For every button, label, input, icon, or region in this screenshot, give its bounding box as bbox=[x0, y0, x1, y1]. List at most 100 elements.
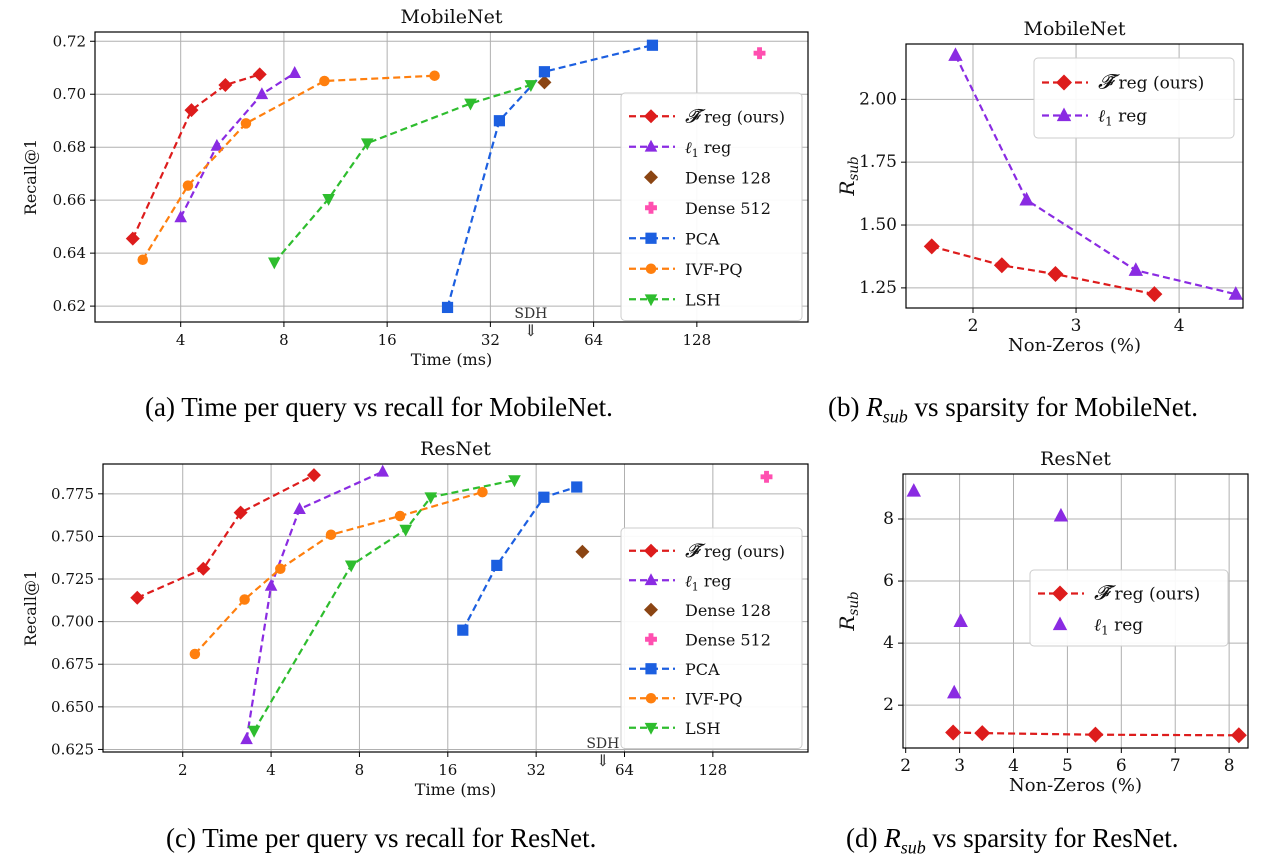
y-tick-label: 0.750 bbox=[51, 527, 94, 545]
chart-a-ticks: 4 8 16 32 64 128 0.62 0.64 0.66 0.68 0.70 0.72 bbox=[53, 32, 712, 349]
data-point-ivf-pq bbox=[394, 510, 406, 522]
legend-label: IVF-PQ bbox=[685, 689, 743, 708]
y-tick-label: 0.64 bbox=[53, 244, 86, 262]
chart-c-legend: 𝓕̃ reg (ours) ℓ1 reg Dense 128 Dense 512 PCA… bbox=[620, 527, 803, 749]
legend-box bbox=[620, 92, 803, 321]
y-tick-label: 0.68 bbox=[53, 138, 86, 156]
data-point-lsh bbox=[524, 80, 538, 92]
chart-c-ylabel: Recall@1 bbox=[21, 570, 40, 646]
y-tick-label: 6 bbox=[883, 571, 894, 591]
data-point-1-reg bbox=[1019, 191, 1034, 206]
chart-b-series-1-reg bbox=[948, 47, 1243, 300]
x-tick-label: 32 bbox=[527, 761, 546, 779]
data-point-dense-512 bbox=[760, 470, 773, 483]
chart-d-axes-frame bbox=[902, 473, 1249, 749]
legend-marker bbox=[644, 294, 658, 307]
legend-label: Dense 128 bbox=[685, 601, 771, 620]
y-tick-label: 1.50 bbox=[859, 215, 897, 235]
chart-a-svg: MobileNet 4 8 16 32 64 128 0.62 0.64 0.66 0.68 0.70… bbox=[21, 6, 809, 369]
data-point-1-reg bbox=[210, 138, 224, 151]
data-point-1-reg bbox=[1128, 262, 1144, 276]
data-point-reg-ours bbox=[1146, 286, 1163, 303]
y-tick-label: 0.650 bbox=[51, 698, 94, 716]
chart-d-panel: ResNet 2 3 4 5 6 7 8 2 4 6 8 Non-Zeros (%) Rsub 𝓕̃ reg… bbox=[820, 428, 1272, 820]
data-point-pca bbox=[538, 66, 551, 78]
x-tick-label: 8 bbox=[355, 761, 365, 779]
legend-label: 𝓕̃ reg (ours) bbox=[1094, 581, 1200, 605]
data-point-pca bbox=[491, 559, 503, 571]
chart-c-annotation-label: SDH bbox=[586, 736, 619, 752]
x-tick-label: 2 bbox=[900, 756, 911, 776]
caption-d-var: R bbox=[884, 823, 901, 853]
data-point-ivf-pq bbox=[137, 254, 148, 266]
series-line-ivf-pq bbox=[141, 74, 435, 261]
data-point-lsh bbox=[344, 560, 358, 573]
data-point-lsh bbox=[399, 524, 412, 537]
series-line-lsh bbox=[273, 83, 532, 264]
chart-c-series-dense-128 bbox=[575, 544, 590, 559]
legend-marker bbox=[645, 693, 657, 704]
legend-marker bbox=[644, 722, 658, 735]
chart-c-series-dense-512 bbox=[760, 470, 773, 483]
legend-box bbox=[1033, 57, 1235, 139]
chart-b-axes-frame bbox=[905, 43, 1244, 309]
data-point-1-reg bbox=[240, 732, 253, 745]
y-tick-label: 2.00 bbox=[859, 89, 897, 109]
data-point-ivf-pq bbox=[319, 75, 330, 87]
series-line-pca bbox=[461, 485, 578, 631]
data-point-reg-ours bbox=[218, 77, 233, 92]
legend-marker bbox=[1052, 616, 1068, 631]
chart-a-axes-frame bbox=[94, 31, 809, 323]
data-point-pca bbox=[538, 491, 550, 503]
x-tick-label: 7 bbox=[1170, 756, 1181, 776]
chart-d-xlabel: Non-Zeros (%) bbox=[1009, 775, 1142, 796]
x-tick-label: 5 bbox=[1062, 756, 1073, 776]
legend-marker bbox=[645, 232, 657, 244]
legend-label: Dense 512 bbox=[685, 630, 771, 649]
legend-label: 𝓕̃ reg (ours) bbox=[685, 539, 785, 562]
data-point-reg-ours bbox=[945, 724, 962, 741]
data-point-reg-ours bbox=[130, 590, 145, 605]
data-point-reg-ours bbox=[974, 725, 991, 742]
data-point-pca bbox=[571, 481, 583, 493]
chart-a-series-reg-ours bbox=[125, 67, 267, 246]
chart-b-ticks: 2 3 4 1.25 1.50 1.75 2.00 bbox=[859, 89, 1184, 336]
y-tick-label: 0.675 bbox=[51, 655, 94, 673]
data-point-lsh bbox=[322, 193, 335, 206]
y-tick-label: 1.75 bbox=[859, 152, 897, 172]
data-point-reg-ours bbox=[923, 238, 940, 255]
chart-b-xlabel: Non-Zeros (%) bbox=[1008, 335, 1141, 356]
data-point-1-reg bbox=[953, 613, 968, 627]
data-point-1-reg bbox=[293, 502, 306, 515]
data-point-ivf-pq bbox=[275, 563, 286, 575]
x-tick-label: 4 bbox=[266, 761, 276, 779]
legend-marker bbox=[644, 602, 658, 617]
chart-b-ylabel: Rsub bbox=[835, 156, 862, 196]
data-point-lsh bbox=[268, 257, 281, 270]
y-tick-label: 0.725 bbox=[51, 570, 94, 588]
chart-a-panel: MobileNet 4 8 16 32 64 128 0.62 0.64 0.66 0.68 0.70… bbox=[0, 0, 820, 390]
chart-b-series-reg-ours bbox=[923, 238, 1163, 303]
data-point-pca bbox=[646, 39, 659, 51]
legend-marker bbox=[645, 201, 657, 214]
chart-c-series-1-reg bbox=[240, 464, 389, 745]
data-point-reg-ours bbox=[196, 561, 211, 576]
x-tick-label: 3 bbox=[1071, 316, 1082, 336]
y-tick-label: 0.70 bbox=[53, 85, 86, 103]
data-point-1-reg bbox=[947, 684, 962, 699]
data-point-dense-128 bbox=[575, 544, 590, 559]
chart-a-series-1-reg bbox=[174, 66, 301, 223]
legend-label: ℓ1 reg bbox=[1094, 616, 1143, 638]
chart-b-grid bbox=[906, 44, 1243, 308]
chart-d-series-1-reg bbox=[906, 483, 1069, 699]
legend-marker bbox=[644, 170, 658, 185]
x-tick-label: 2 bbox=[178, 761, 188, 779]
x-tick-label: 16 bbox=[438, 761, 457, 779]
y-tick-label: 0.72 bbox=[53, 32, 86, 50]
y-tick-label: 0.775 bbox=[51, 485, 94, 503]
caption-a: (a) Time per query vs recall for MobileN… bbox=[145, 392, 613, 422]
x-tick-label: 4 bbox=[1008, 756, 1019, 776]
chart-d-series-reg-ours bbox=[945, 724, 1247, 744]
legend-label: ℓ1 reg bbox=[685, 571, 731, 593]
data-point-ivf-pq bbox=[189, 648, 201, 660]
